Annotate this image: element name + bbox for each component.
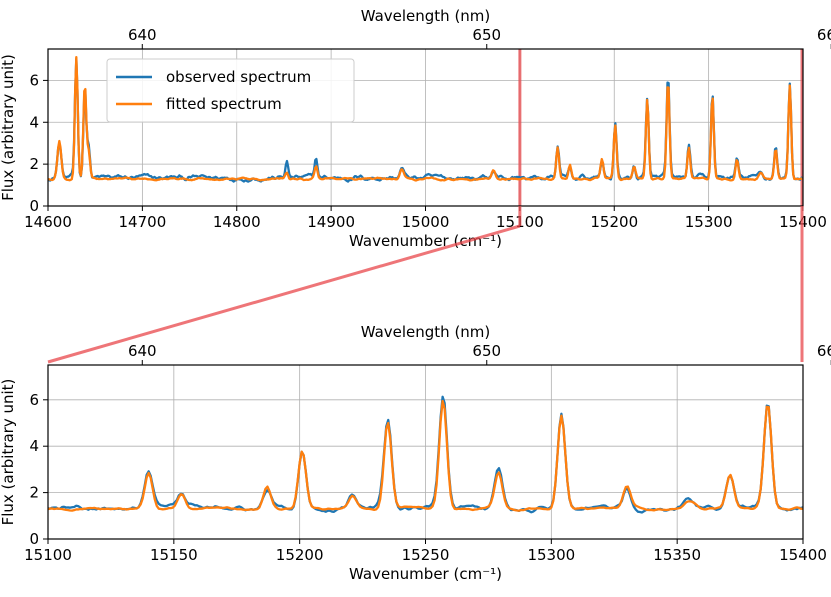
x-tick-label: 15300 bbox=[685, 213, 733, 231]
fitted-spectrum-line bbox=[48, 399, 803, 512]
y-axis-label: Flux (arbitrary unit) bbox=[0, 379, 17, 526]
top-axis-label: Wavelength (nm) bbox=[361, 7, 491, 25]
y-tick-label: 4 bbox=[29, 113, 39, 131]
x-tick-label: 14700 bbox=[119, 213, 167, 231]
top-tick-label: 650 bbox=[472, 342, 501, 360]
x-tick-label: 15350 bbox=[653, 546, 701, 564]
zoom-connector-lines bbox=[47, 206, 804, 364]
observed-spectrum-line bbox=[48, 57, 803, 183]
x-axis-label: Wavenumber (cm⁻¹) bbox=[349, 232, 502, 250]
top-tick-label: 640 bbox=[128, 26, 157, 44]
top-tick-label: 650 bbox=[472, 26, 501, 44]
top-tick-label: 660 bbox=[817, 342, 831, 360]
y-tick-label: 0 bbox=[29, 530, 39, 548]
top-tick-label: 660 bbox=[817, 26, 831, 44]
x-tick-label: 15250 bbox=[402, 546, 450, 564]
x-tick-label: 14600 bbox=[24, 213, 72, 231]
legend-fitted-label: fitted spectrum bbox=[166, 95, 282, 113]
x-tick-label: 15200 bbox=[276, 546, 324, 564]
x-tick-label: 15000 bbox=[402, 213, 450, 231]
connector-left bbox=[47, 224, 521, 364]
x-axis-label: Wavenumber (cm⁻¹) bbox=[349, 565, 502, 583]
y-tick-label: 6 bbox=[29, 391, 39, 409]
fitted-spectrum-line bbox=[48, 55, 803, 182]
legend-box bbox=[106, 58, 355, 123]
top-panel: 1460014700148001490015000151001520015300… bbox=[0, 7, 831, 250]
y-tick-label: 0 bbox=[29, 197, 39, 215]
legend: observed spectrum fitted spectrum bbox=[106, 58, 355, 123]
y-tick-label: 4 bbox=[29, 437, 39, 455]
top-axis-label: Wavelength (nm) bbox=[361, 323, 491, 341]
x-tick-label: 14800 bbox=[213, 213, 261, 231]
x-tick-label: 14900 bbox=[307, 213, 355, 231]
bottom-panel: 15100 15150 15200 15250 15300 15350 15400 Waven… bbox=[0, 323, 831, 583]
y-axis-label: Flux (arbitrary unit) bbox=[0, 54, 17, 201]
y-tick-label: 2 bbox=[29, 155, 39, 173]
x-tick-label: 15300 bbox=[527, 546, 575, 564]
legend-observed-label: observed spectrum bbox=[166, 68, 311, 86]
x-tick-label: 15200 bbox=[590, 213, 638, 231]
x-tick-label: 15400 bbox=[779, 546, 827, 564]
top-tick-label: 640 bbox=[128, 342, 157, 360]
x-tick-label: 15100 bbox=[24, 546, 72, 564]
x-tick-label: 15150 bbox=[150, 546, 198, 564]
y-tick-label: 2 bbox=[29, 484, 39, 502]
y-tick-label: 6 bbox=[29, 71, 39, 89]
